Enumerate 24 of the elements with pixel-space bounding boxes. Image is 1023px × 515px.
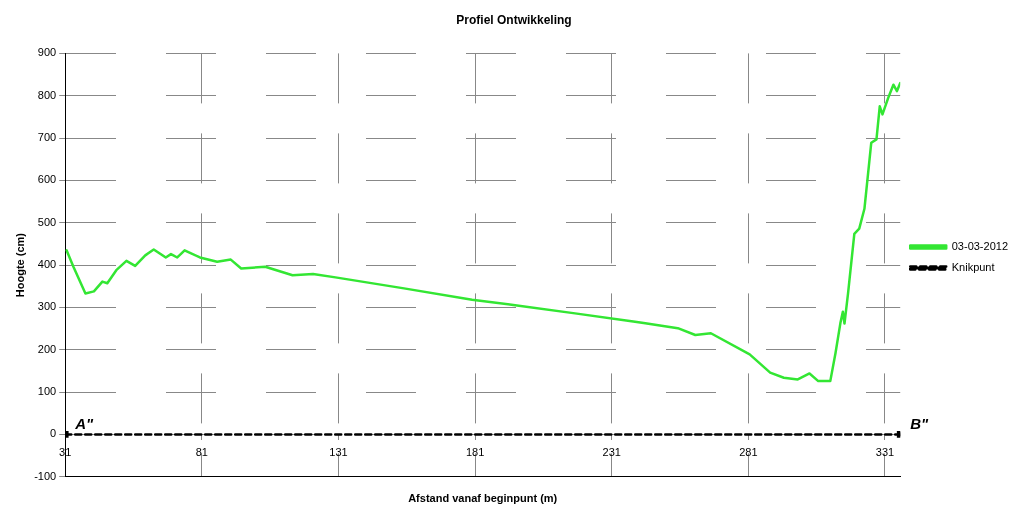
x-axis-title: Afstand vanaf beginpunt (m): [408, 492, 558, 505]
x-tick-label: 181: [465, 446, 485, 459]
y-tick-label: 800: [37, 88, 57, 101]
y-tick-label: -100: [34, 469, 57, 482]
y-tick-label: 100: [37, 385, 57, 398]
y-tick-label: 500: [37, 215, 57, 228]
y-tick-label: 300: [37, 300, 57, 313]
x-tick-label: 331: [875, 446, 895, 459]
x-tick-label: 131: [329, 446, 348, 459]
y-axis-title: Hoogte (cm): [13, 232, 26, 298]
chart-title: Profiel Ontwikkeling: [456, 12, 572, 27]
y-tick-label: 600: [37, 173, 57, 186]
y-tick-label: 200: [37, 342, 57, 355]
x-tick-label: 231: [602, 446, 621, 459]
y-tick-label: 900: [37, 46, 57, 59]
annotation: A": [74, 414, 95, 432]
x-tick-label: 281: [739, 446, 758, 459]
y-tick-label: 400: [37, 258, 57, 271]
y-tick-label: 700: [37, 131, 57, 144]
y-tick-label: 0: [50, 427, 57, 440]
legend-label: 03-03-2012: [951, 240, 1009, 253]
x-tick-label: 81: [195, 446, 208, 459]
legend-label: Knikpunt: [951, 261, 995, 274]
annotation: B": [910, 414, 930, 432]
